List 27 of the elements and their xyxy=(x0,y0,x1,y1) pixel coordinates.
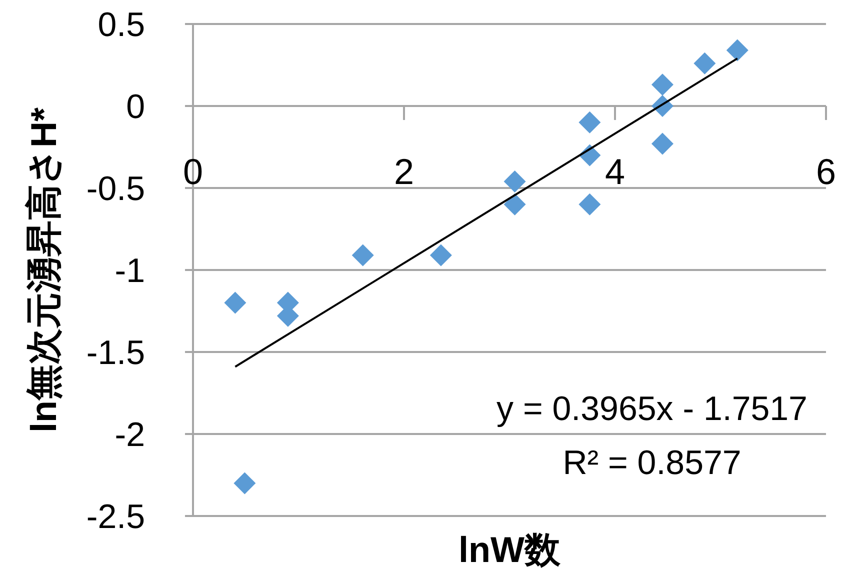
y-tick-label: -2 xyxy=(114,416,145,454)
y-tick-label: 0 xyxy=(126,88,145,126)
point xyxy=(430,244,452,266)
x-tick-label: 6 xyxy=(816,151,836,192)
x-tick-label: 4 xyxy=(604,151,626,192)
y-tick-label: -1.5 xyxy=(86,334,145,372)
annotation: R² = 0.8577 xyxy=(562,444,742,482)
point xyxy=(651,132,674,155)
x-axis-title: lnW数 xyxy=(458,529,562,570)
y-tick-label: -2.5 xyxy=(86,498,145,536)
point xyxy=(651,74,674,96)
y-tick-label: -1 xyxy=(114,252,145,290)
point xyxy=(504,170,526,192)
y-tick-label: 0.5 xyxy=(98,6,145,44)
point xyxy=(504,193,526,216)
point xyxy=(234,472,256,494)
point xyxy=(726,39,748,62)
point xyxy=(224,292,246,314)
x-tick-label: 0 xyxy=(182,151,204,192)
point xyxy=(352,244,374,266)
point xyxy=(578,193,601,216)
y-axis-title: ln無次元湧昇高さH* xyxy=(23,108,64,432)
annotation: y = 0.3965x - 1.7517 xyxy=(496,390,808,428)
y-tick-label: -0.5 xyxy=(86,170,145,208)
x-tick-label: 2 xyxy=(394,151,414,192)
point xyxy=(694,52,716,74)
point xyxy=(578,111,601,134)
